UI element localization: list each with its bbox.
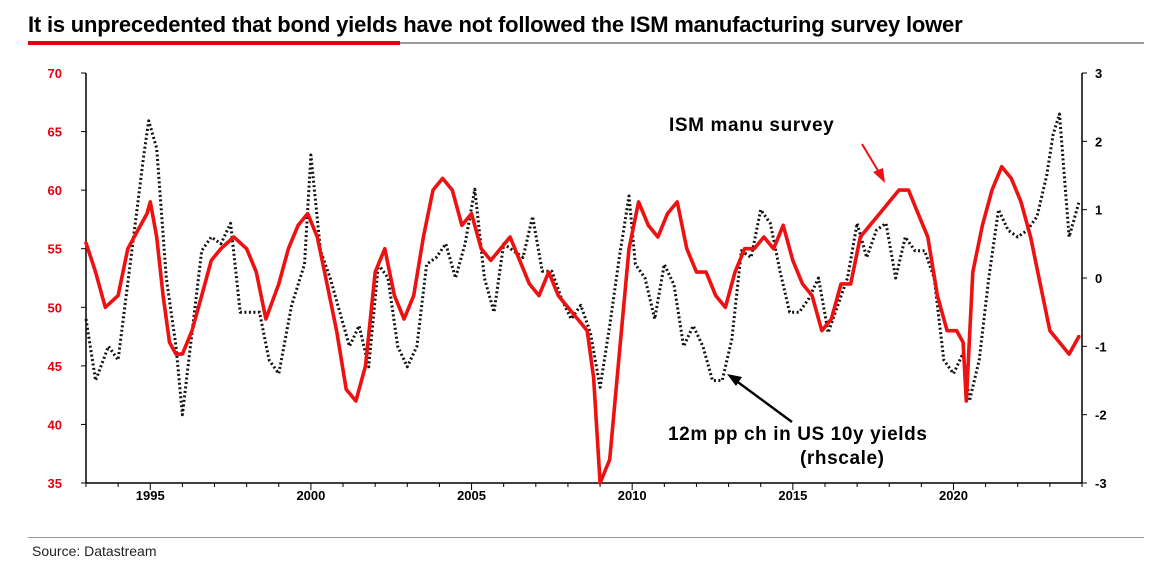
yields-arrow-head bbox=[727, 374, 742, 386]
annotations: ISM manu survey 12m pp ch in US 10y yield… bbox=[668, 115, 928, 469]
right-tick-label: 2 bbox=[1095, 134, 1102, 149]
x-tick-label: 2005 bbox=[457, 488, 486, 503]
right-tick-label: 1 bbox=[1095, 203, 1102, 218]
left-tick-label: 50 bbox=[48, 300, 62, 315]
chart-title: It is unprecedented that bond yields hav… bbox=[28, 12, 963, 37]
axes: 35 40 45 50 55 60 65 70 -3 -2 -1 0 1 2 3 1995 2000 2005 20… bbox=[48, 66, 1107, 503]
footer-rule bbox=[28, 537, 1144, 538]
x-tick-label: 2010 bbox=[618, 488, 647, 503]
yields-annotation-sublabel: (rhscale) bbox=[800, 448, 885, 469]
right-tick-label: -2 bbox=[1095, 408, 1107, 423]
right-tick-label: -1 bbox=[1095, 339, 1107, 354]
right-tick-label: 0 bbox=[1095, 271, 1102, 286]
right-tick-label: -3 bbox=[1095, 476, 1107, 491]
series-layer bbox=[84, 112, 1081, 485]
x-tick-label: 2000 bbox=[296, 488, 325, 503]
ism-arrow-shaft bbox=[861, 143, 881, 175]
x-tick-label: 2020 bbox=[939, 488, 968, 503]
series-line-yields bbox=[84, 112, 1081, 417]
title-accent-bar bbox=[28, 41, 400, 45]
left-tick-label: 70 bbox=[48, 66, 62, 81]
ism-arrow-head bbox=[873, 168, 885, 183]
left-tick-label: 45 bbox=[48, 359, 62, 374]
left-tick-label: 65 bbox=[48, 125, 62, 140]
x-tick-label: 2015 bbox=[778, 488, 807, 503]
right-tick-label: 3 bbox=[1095, 66, 1102, 81]
left-tick-label: 40 bbox=[48, 417, 62, 432]
left-tick-label: 60 bbox=[48, 183, 62, 198]
source-note: Source: Datastream bbox=[32, 543, 157, 559]
x-tick-label: 1995 bbox=[136, 488, 165, 503]
yields-annotation-label: 12m pp ch in US 10y yields bbox=[668, 424, 928, 445]
yields-arrow-shaft bbox=[734, 379, 793, 423]
ism-annotation-label: ISM manu survey bbox=[669, 115, 834, 136]
title-underline bbox=[28, 42, 1144, 44]
series-line-ism bbox=[84, 164, 1081, 485]
left-tick-label: 55 bbox=[48, 242, 62, 257]
left-tick-label: 35 bbox=[48, 476, 62, 491]
